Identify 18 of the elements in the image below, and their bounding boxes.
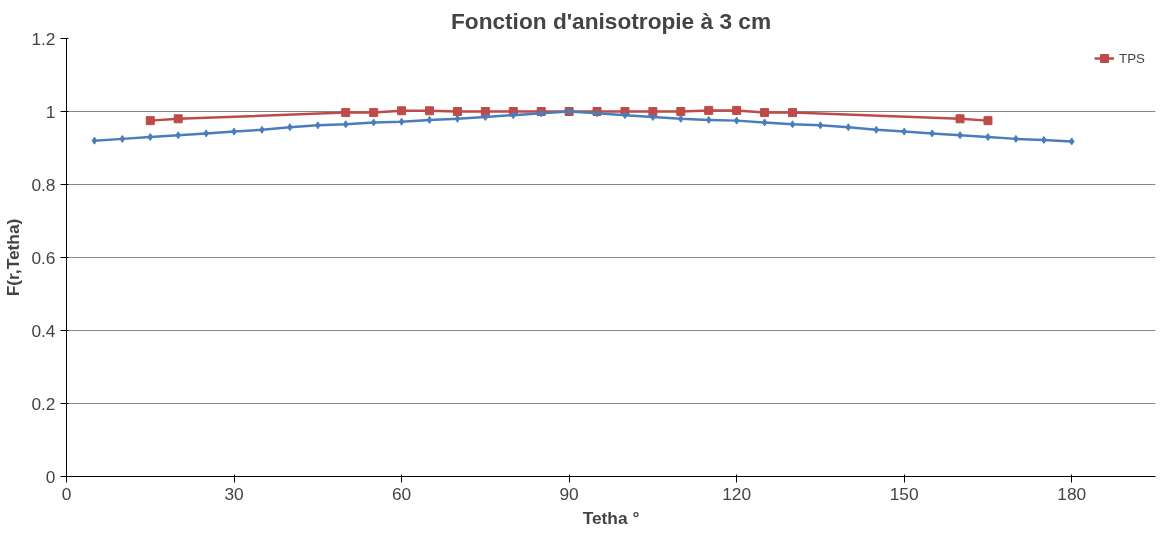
legend-label: TPS bbox=[1119, 50, 1145, 66]
y-tick-label: 0.2 bbox=[31, 393, 56, 414]
y-tick-label: 1 bbox=[45, 101, 56, 122]
y-tick-label: 0.4 bbox=[31, 320, 56, 341]
x-axis-title: Tetha ° bbox=[582, 507, 640, 528]
x-tick-label: 30 bbox=[224, 483, 244, 504]
x-tick-label: 180 bbox=[1057, 483, 1087, 504]
x-tick-label: 90 bbox=[559, 483, 579, 504]
y-tick-label: 0 bbox=[45, 466, 56, 487]
x-tick-label: 120 bbox=[722, 483, 752, 504]
x-tick-label: 60 bbox=[391, 483, 412, 504]
y-axis-title: F(r,Tetha) bbox=[3, 218, 24, 297]
x-tick-label: 150 bbox=[889, 483, 919, 504]
x-tick-label: 0 bbox=[61, 483, 72, 504]
y-tick-label: 1.2 bbox=[31, 28, 56, 49]
chart-title: Fonction d'anisotropie à 3 cm bbox=[450, 7, 772, 34]
y-tick-label: 0.8 bbox=[31, 174, 56, 195]
y-tick-label: 0.6 bbox=[31, 247, 56, 268]
